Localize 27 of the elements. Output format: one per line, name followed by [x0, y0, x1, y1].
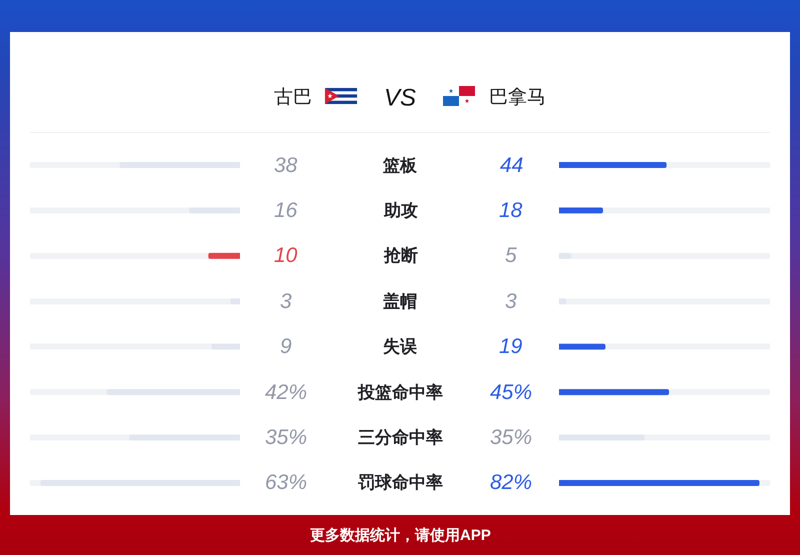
bar — [559, 344, 606, 350]
text: VS — [384, 84, 416, 112]
data-label: 3 — [280, 290, 292, 313]
data-label: 9 — [280, 335, 292, 358]
text: 更多数据统计，请使用APP — [310, 527, 491, 544]
y-tick-label: 投篮命中率 — [357, 383, 443, 402]
y-tick-label: 篮板 — [382, 156, 418, 175]
y-tick-label: 抢断 — [383, 246, 418, 265]
bar — [559, 207, 603, 214]
bar — [559, 252, 572, 259]
bar — [208, 252, 240, 259]
legend-label: 古巴 — [274, 87, 312, 108]
y-tick-label: 失误 — [383, 337, 418, 356]
data-label: 38 — [274, 154, 298, 177]
y-tick-label: 三分命中率 — [358, 428, 443, 447]
data-label: 35% — [265, 426, 308, 449]
bar — [559, 298, 566, 304]
y-tick-label: 助攻 — [383, 201, 418, 220]
y-tick-label: 罚球命中率 — [357, 473, 443, 492]
data-label: 10 — [274, 244, 298, 267]
bar — [189, 207, 240, 214]
data-label: 16 — [274, 199, 298, 222]
y-tick-label: 盖帽 — [383, 291, 417, 311]
bar — [230, 298, 240, 304]
bar — [212, 344, 240, 350]
data-label: 63% — [265, 471, 308, 494]
data-label: 42% — [265, 381, 308, 404]
